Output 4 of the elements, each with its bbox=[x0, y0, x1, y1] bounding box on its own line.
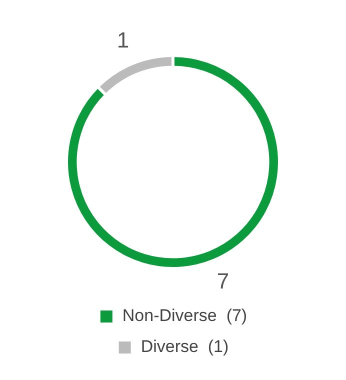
data-label: 1 bbox=[116, 27, 130, 52]
legend-label: Diverse (1) bbox=[140, 337, 229, 356]
legend-label: Non-Diverse (7) bbox=[122, 306, 248, 326]
data-label: 7 bbox=[216, 268, 230, 294]
